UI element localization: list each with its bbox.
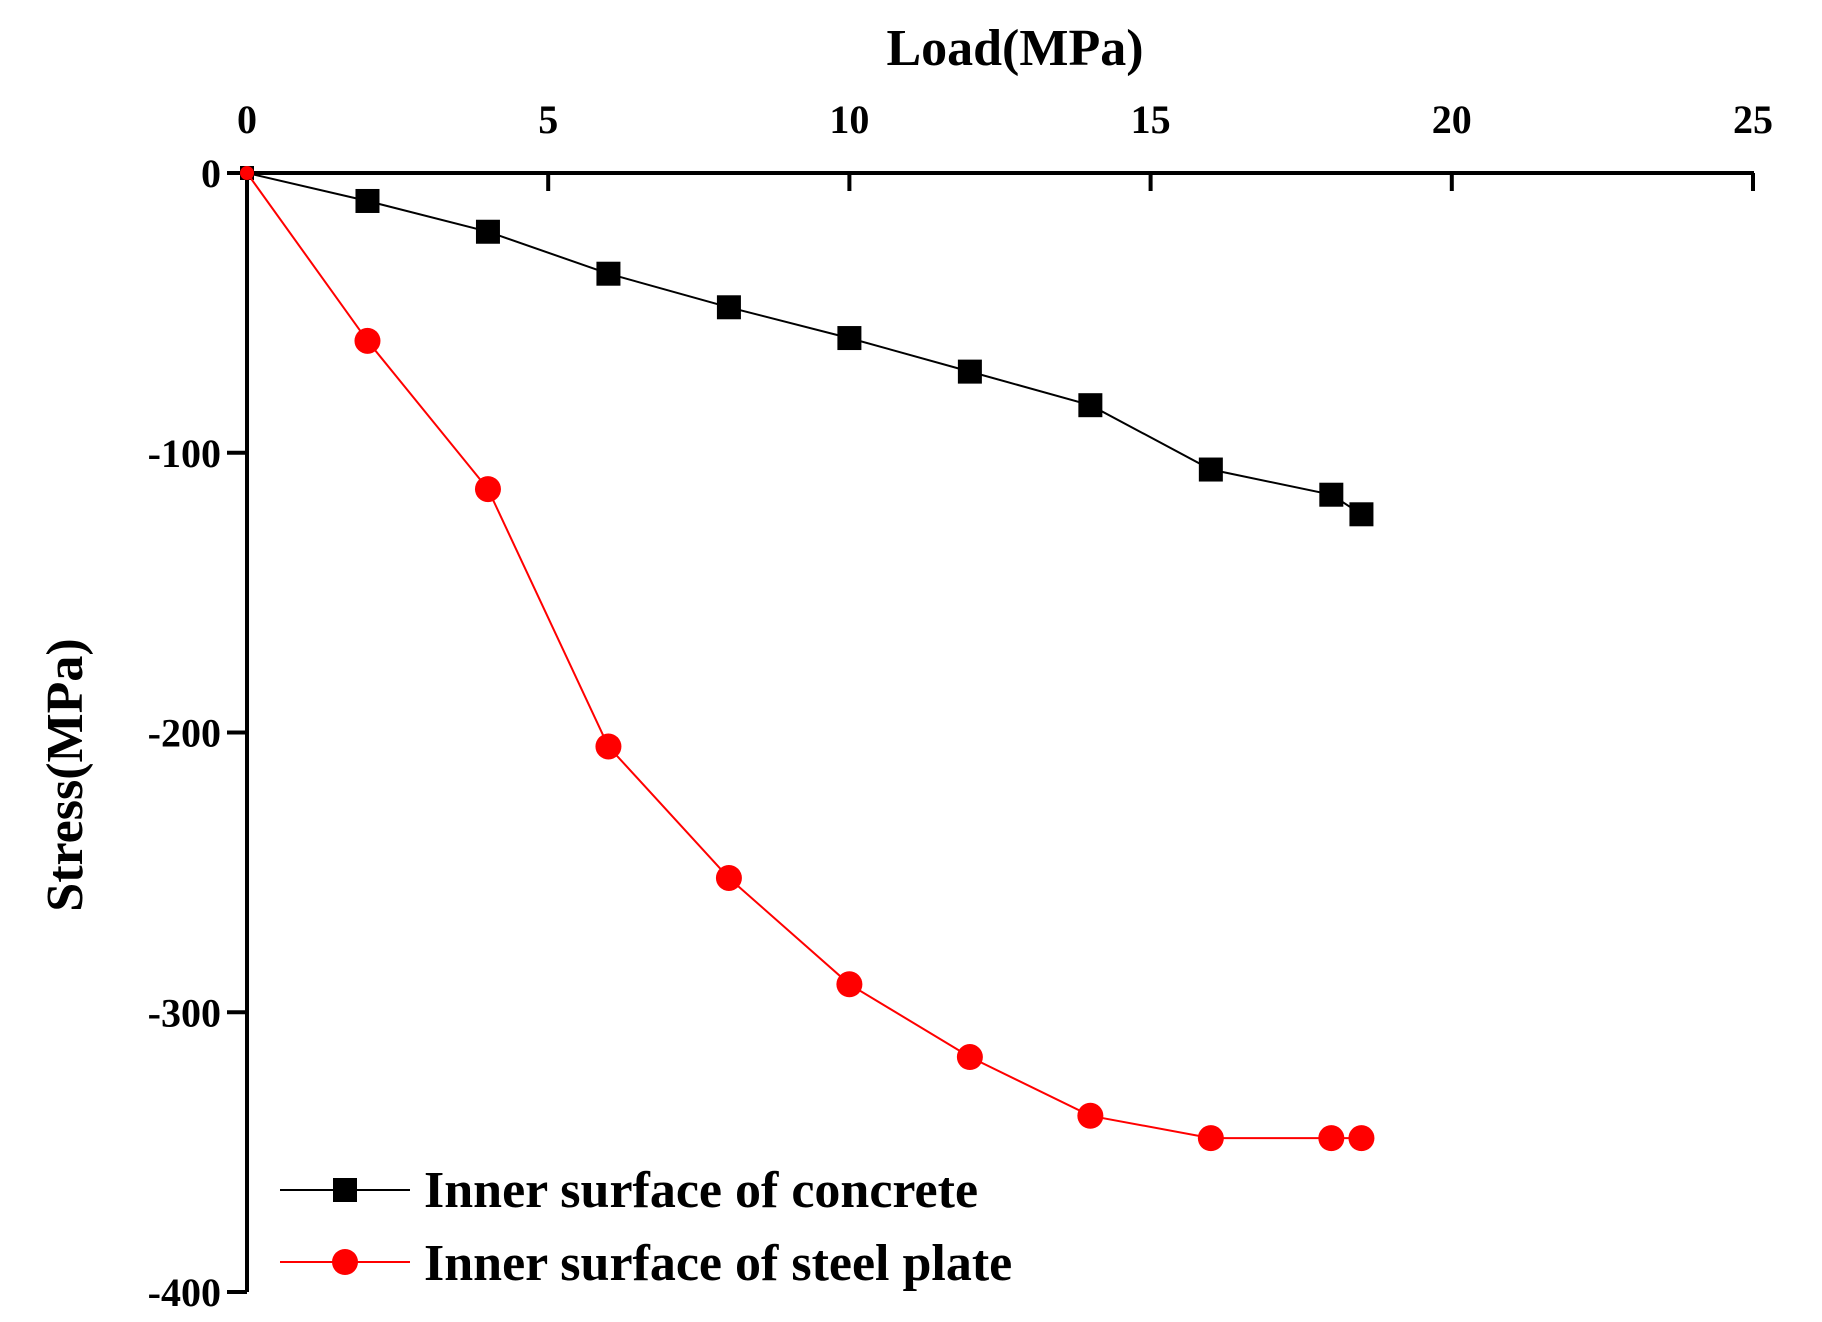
series-1-point	[240, 166, 254, 180]
y-tick-label: 0	[201, 151, 221, 196]
y-tick-label: -400	[148, 1270, 221, 1315]
series-0-point	[1319, 482, 1344, 507]
legend: Inner surface of concrete Inner surface …	[280, 1162, 1012, 1292]
legend-label-concrete: Inner surface of concrete	[424, 1162, 978, 1219]
legend-marker-0	[333, 1178, 357, 1202]
series-1-point	[474, 476, 501, 503]
series-line-1	[246, 172, 1362, 1140]
plot-area: 0 5 10 15 20 25 0 -100 -200 -300 -400	[148, 97, 1773, 1315]
series-line-0	[246, 172, 1362, 516]
series-0-point	[475, 219, 500, 244]
series-1-point	[715, 864, 742, 891]
x-tick-label: 5	[538, 97, 558, 142]
series-1-point	[956, 1044, 983, 1071]
y-tick-label: -200	[148, 711, 221, 756]
legend-marker-1	[332, 1249, 358, 1275]
y-tick-label: -100	[148, 431, 221, 476]
x-tick-label: 10	[829, 97, 869, 142]
x-tick-label: 0	[237, 97, 257, 142]
series-0-point	[355, 188, 380, 213]
series-1-point	[1077, 1102, 1104, 1129]
series-0-point	[1078, 393, 1103, 418]
x-tick-label: 25	[1733, 97, 1773, 142]
y-tick-label: -300	[148, 990, 221, 1035]
x-tick-label: 15	[1131, 97, 1171, 142]
series-0-point	[1198, 457, 1223, 482]
series-0-point	[716, 295, 741, 320]
series-0-point	[1349, 502, 1374, 527]
series-1-point	[1318, 1125, 1345, 1152]
series-1-point	[1197, 1125, 1224, 1152]
y-axis-title: Stress(MPa)	[37, 638, 94, 911]
series-0-point	[957, 359, 982, 384]
series-1-point	[595, 733, 622, 760]
x-tick-label: 20	[1432, 97, 1472, 142]
x-axis-title: Load(MPa)	[886, 20, 1143, 77]
series-1-point	[836, 971, 863, 998]
series-0-point	[837, 326, 862, 351]
series-1-point	[1348, 1125, 1375, 1152]
series-1-point	[354, 327, 381, 354]
series-0-point	[596, 261, 621, 286]
legend-label-steel-plate: Inner surface of steel plate	[424, 1235, 1012, 1292]
